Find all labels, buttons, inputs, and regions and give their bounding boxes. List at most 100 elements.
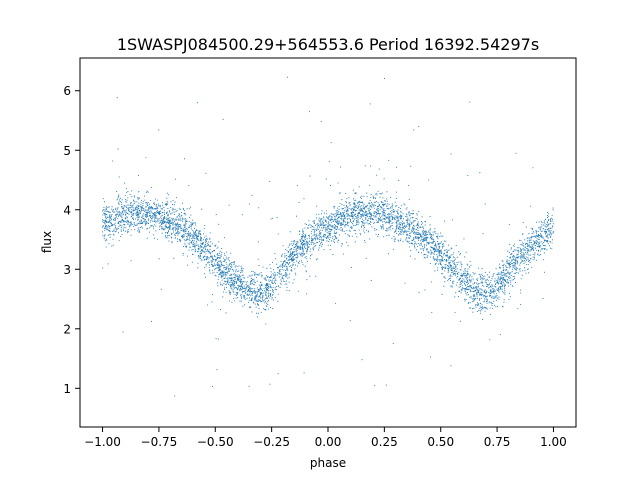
data-point — [104, 240, 106, 242]
data-point — [335, 219, 337, 221]
data-point — [126, 222, 128, 224]
data-point — [249, 293, 251, 295]
data-point — [333, 240, 335, 242]
data-point — [448, 259, 450, 261]
data-point — [135, 206, 138, 208]
data-point — [496, 282, 498, 284]
data-point — [123, 226, 125, 228]
data-point — [546, 211, 548, 214]
data-point — [337, 207, 339, 209]
data-point — [107, 228, 109, 230]
data-point — [279, 286, 281, 289]
data-point — [534, 244, 537, 247]
data-point — [502, 264, 504, 266]
data-point — [303, 254, 305, 256]
data-point — [194, 222, 196, 224]
data-point — [255, 312, 258, 314]
data-point — [174, 209, 176, 211]
data-point — [263, 292, 265, 294]
data-point — [376, 192, 378, 194]
data-point — [344, 207, 346, 209]
data-point — [350, 266, 352, 269]
data-point — [192, 240, 194, 242]
data-point — [539, 228, 541, 230]
data-point — [144, 199, 146, 201]
data-point — [177, 226, 179, 228]
data-point — [476, 295, 478, 297]
data-point — [516, 247, 518, 249]
data-point — [198, 230, 200, 232]
data-point — [497, 287, 500, 289]
data-point — [463, 281, 465, 283]
data-point — [394, 205, 397, 207]
data-point — [170, 220, 172, 222]
data-point — [545, 218, 547, 220]
data-point — [354, 192, 356, 194]
data-point — [186, 255, 189, 257]
data-point — [444, 266, 446, 268]
data-point — [125, 199, 127, 201]
data-point — [303, 243, 306, 245]
data-point — [399, 228, 401, 230]
data-point — [160, 208, 162, 210]
data-point — [376, 194, 378, 196]
data-point — [420, 248, 422, 250]
data-point — [146, 190, 148, 192]
data-point — [513, 278, 516, 280]
data-point — [395, 232, 397, 234]
data-point — [541, 248, 543, 250]
data-point — [228, 269, 230, 271]
data-point — [536, 245, 538, 247]
data-point — [237, 280, 239, 282]
data-point — [370, 214, 372, 216]
data-point — [104, 235, 106, 237]
data-point — [413, 231, 415, 233]
data-point — [397, 227, 399, 229]
data-point — [387, 208, 389, 210]
data-point — [525, 242, 527, 244]
data-point — [480, 289, 482, 291]
data-point — [306, 240, 308, 242]
data-point — [382, 228, 384, 230]
data-point — [430, 246, 433, 248]
data-point — [242, 290, 244, 292]
data-point — [163, 209, 165, 211]
data-point — [300, 236, 302, 238]
data-point — [370, 193, 372, 196]
data-point — [430, 281, 432, 283]
data-point — [119, 197, 122, 199]
data-point — [119, 200, 121, 202]
data-point — [367, 213, 369, 215]
data-point — [394, 241, 396, 243]
data-point — [223, 271, 225, 274]
data-point — [180, 215, 182, 217]
data-point — [327, 221, 329, 223]
data-point — [461, 285, 463, 287]
data-point — [387, 229, 389, 231]
data-point — [434, 264, 436, 266]
data-point — [406, 230, 408, 232]
data-point — [545, 240, 548, 243]
data-point — [290, 248, 292, 250]
data-point — [543, 248, 546, 250]
data-point — [471, 286, 473, 288]
data-point — [281, 267, 284, 269]
data-point — [520, 255, 522, 258]
data-point — [242, 305, 244, 307]
data-point — [309, 235, 311, 237]
data-point — [503, 275, 505, 277]
data-point — [249, 306, 251, 308]
data-point — [508, 260, 510, 262]
data-point — [168, 228, 170, 230]
data-point — [424, 246, 426, 248]
data-point — [440, 267, 443, 269]
data-point — [135, 212, 137, 214]
data-point — [532, 256, 534, 258]
data-point — [411, 242, 413, 244]
data-point — [266, 289, 269, 291]
data-point — [185, 223, 187, 225]
data-point — [156, 210, 159, 212]
data-point — [369, 218, 371, 220]
data-point — [153, 214, 155, 216]
data-point — [104, 209, 106, 211]
